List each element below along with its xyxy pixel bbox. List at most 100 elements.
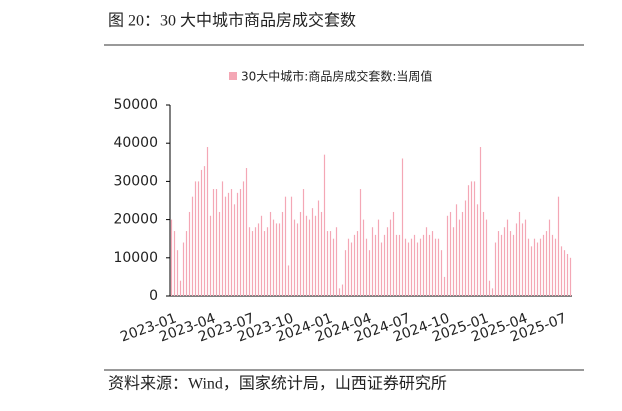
bar [350, 242, 353, 296]
bar [545, 231, 548, 296]
bar [179, 280, 182, 296]
bar [182, 242, 185, 296]
y-tick-label: 50000 [113, 97, 158, 113]
bar [482, 211, 485, 296]
bar [197, 181, 200, 296]
y-tick-label: 10000 [113, 250, 158, 266]
bar [383, 234, 386, 296]
bar [407, 242, 410, 296]
bar [332, 238, 335, 296]
bar [518, 211, 521, 296]
bar [188, 211, 191, 296]
bar [263, 231, 266, 296]
bar [200, 169, 203, 296]
bar [239, 189, 242, 296]
bar [569, 257, 572, 296]
bar [395, 234, 398, 296]
y-tick-label: 20000 [113, 212, 158, 228]
bar [377, 219, 380, 296]
bar [320, 211, 323, 296]
bar [479, 147, 482, 296]
bar [275, 223, 278, 296]
bar [485, 219, 488, 296]
bar [326, 231, 329, 296]
bar [386, 227, 389, 296]
bar [380, 242, 383, 296]
bar [209, 215, 212, 296]
bar [404, 238, 407, 296]
bar [542, 234, 545, 296]
bar [335, 227, 338, 296]
bar [497, 231, 500, 296]
bar [290, 196, 293, 296]
bar [560, 246, 563, 296]
bar [494, 242, 497, 296]
bar [347, 238, 350, 296]
bar [488, 280, 491, 296]
bar [257, 223, 260, 296]
bar [224, 196, 227, 296]
bar [425, 227, 428, 296]
bar [269, 211, 272, 296]
bar [284, 196, 287, 296]
bar [221, 181, 224, 296]
bar [170, 219, 173, 296]
bar [476, 204, 479, 296]
bar [338, 288, 341, 296]
bar [524, 219, 527, 296]
bar [551, 234, 554, 296]
bar [251, 231, 254, 296]
bar [230, 189, 233, 296]
bar [554, 238, 557, 296]
bar [500, 234, 503, 296]
bar [248, 227, 251, 296]
bar [341, 284, 344, 296]
bar [539, 238, 542, 296]
bar [296, 223, 299, 296]
bar [218, 211, 221, 296]
bar [533, 238, 536, 296]
bar [185, 231, 188, 296]
bar [557, 196, 560, 296]
bar [512, 234, 515, 296]
bar [272, 219, 275, 296]
bar [458, 219, 461, 296]
bar [491, 288, 494, 296]
bar [254, 227, 257, 296]
bar [194, 181, 197, 296]
bar [215, 189, 218, 296]
bar [392, 211, 395, 296]
bar [311, 208, 314, 296]
y-tick-label: 0 [149, 288, 158, 304]
bar [428, 234, 431, 296]
bar [242, 181, 245, 296]
bar [413, 234, 416, 296]
bar [359, 189, 362, 296]
bar [389, 219, 392, 296]
bar [398, 234, 401, 296]
bar [302, 189, 305, 296]
bar [440, 250, 443, 296]
legend-label: 30大中城市:商品房成交套数:当周值 [241, 69, 432, 84]
bar [401, 158, 404, 296]
bar [536, 242, 539, 296]
bar [473, 181, 476, 296]
y-tick-label: 30000 [113, 173, 158, 189]
bar [245, 168, 248, 296]
bar [206, 147, 209, 296]
bar [212, 189, 215, 296]
bar [443, 276, 446, 296]
chart-title: 图 20：30 大中城市商品房成交套数 [108, 12, 356, 30]
bar [260, 215, 263, 296]
bar [434, 238, 437, 296]
bar [548, 219, 551, 296]
bar [446, 215, 449, 296]
bar [368, 250, 371, 296]
bar [509, 231, 512, 296]
bar [299, 211, 302, 296]
bar [452, 227, 455, 296]
bar [437, 238, 440, 296]
bar [515, 223, 518, 296]
bar [281, 211, 284, 296]
